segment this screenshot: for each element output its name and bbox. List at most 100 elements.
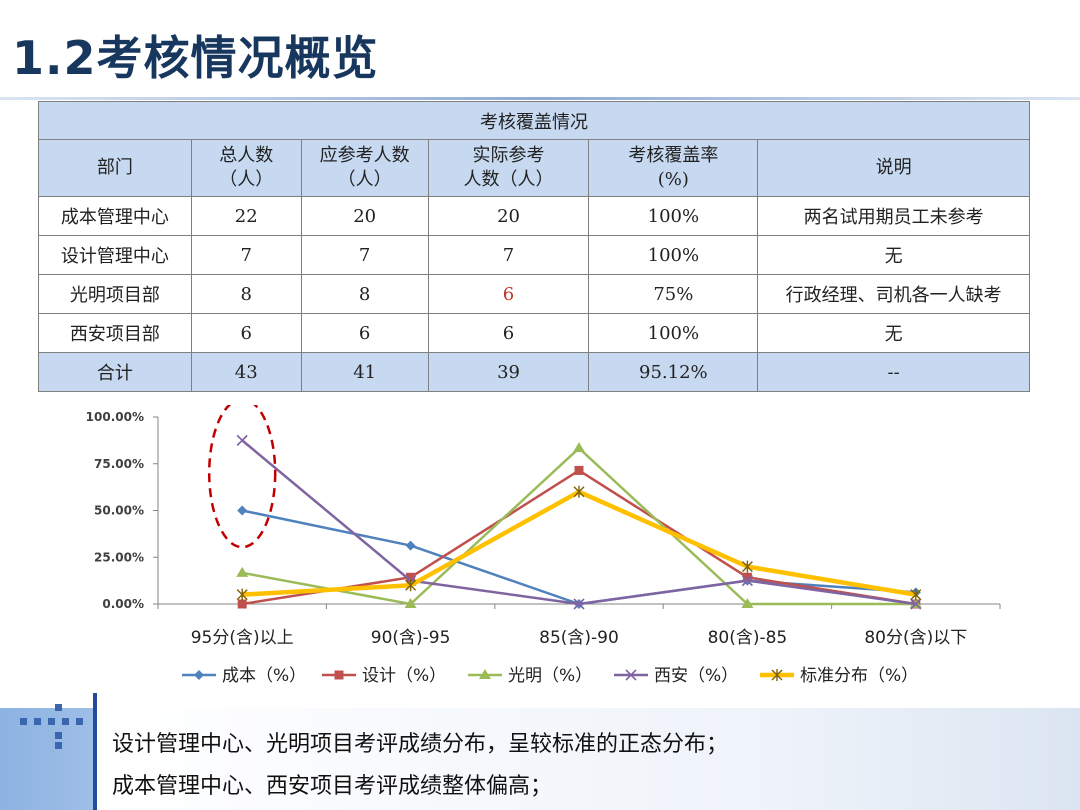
table-row: 西安项目部 6 6 6 100% 无 — [38, 313, 1030, 353]
table-header-cell: 实际参考人数（人） — [427, 139, 590, 197]
table-cell: 100% — [588, 235, 759, 275]
data-point — [404, 598, 417, 608]
data-point — [479, 669, 491, 679]
x-tick-label: 80分(含)以下 — [864, 628, 967, 648]
table-total-cell: 39 — [427, 352, 590, 392]
title-bar: 1.2考核情况概览 — [0, 0, 1080, 100]
table-cell: 无 — [757, 313, 1030, 353]
table-cell: 100% — [588, 313, 759, 353]
table-total-row: 合计 43 41 39 95.12% -- — [38, 352, 1030, 392]
data-point — [237, 505, 248, 516]
table-total-cell: 95.12% — [588, 352, 759, 392]
header-text: 考核覆盖率 — [628, 145, 719, 166]
header-text: 实际参考 — [472, 145, 545, 166]
table-row: 成本管理中心 22 20 20 100% 两名试用期员工未参考 — [38, 196, 1030, 236]
table-header-cell: 说明 — [757, 139, 1030, 197]
table-header-row: 部门 总人数 （人） 应参考人数 （人） 实际参考人数（人） 考核覆盖率 (%) 说明 — [38, 139, 1030, 197]
header-text: 总人数 — [219, 145, 274, 166]
table-cell: 无 — [757, 235, 1030, 275]
data-point — [741, 560, 753, 573]
data-point — [236, 434, 248, 446]
table-row: 光明项目部 8 8 6 75% 行政经理、司机各一人缺考 — [38, 274, 1030, 314]
table-cell: 光明项目部 — [38, 274, 192, 314]
coverage-table: 考核覆盖情况 部门 总人数 （人） 应参考人数 （人） 实际参考人数（人） 考核覆盖率 (%)… — [38, 101, 1030, 392]
table-cell: 成本管理中心 — [38, 196, 192, 236]
x-tick-label: 95分(含)以上 — [191, 628, 294, 648]
table-total-cell: 43 — [190, 352, 302, 392]
table-cell: 7 — [190, 235, 302, 275]
data-point — [910, 598, 922, 610]
y-tick-label: 75.00% — [94, 457, 144, 471]
table-cell: 20 — [300, 196, 429, 236]
header-text: 部门 — [96, 157, 133, 178]
data-point — [237, 599, 247, 609]
data-point — [194, 670, 204, 680]
table-cell: 6 — [427, 274, 590, 314]
page-title: 1.2考核情况概览 — [12, 31, 379, 85]
table-caption: 考核覆盖情况 — [38, 101, 1030, 140]
table-total-cell: 41 — [300, 352, 429, 392]
y-tick-label: 50.00% — [94, 504, 144, 518]
table-cell: 8 — [300, 274, 429, 314]
footer-text-line-2: 成本管理中心、西安项目考评成绩整体偏高； — [112, 774, 553, 799]
legend-label: 设计（%） — [362, 666, 446, 686]
footer-accent-bar — [93, 693, 97, 810]
table-cell: 6 — [427, 313, 590, 353]
table-cell: 西安项目部 — [38, 313, 192, 353]
table-cell: 6 — [190, 313, 302, 353]
table-header-cell: 部门 — [38, 139, 192, 197]
header-text: （人） — [337, 169, 392, 190]
highlight-ellipse — [207, 405, 277, 549]
data-point — [742, 572, 752, 582]
table-row: 设计管理中心 7 7 7 100% 无 — [38, 235, 1030, 275]
score-distribution-chart: 0.00% 25.00% 50.00% 75.00% 100.00% 95分(含)以上 90… — [86, 405, 1001, 686]
data-point — [236, 566, 249, 577]
data-point — [236, 588, 248, 601]
table-total-cell: -- — [757, 352, 1030, 392]
data-point — [625, 669, 637, 681]
data-point — [573, 485, 585, 498]
header-text: (%) — [657, 169, 689, 190]
y-tick-label: 100.00% — [86, 410, 144, 424]
data-point — [334, 670, 344, 680]
table-cell: 行政经理、司机各一人缺考 — [757, 274, 1030, 314]
table-header-cell: 应参考人数 （人） — [300, 139, 429, 197]
data-point — [573, 598, 585, 610]
data-point — [741, 575, 753, 587]
x-tick-label: 80(含)-85 — [708, 628, 788, 648]
table-cell: 75% — [588, 274, 759, 314]
table-cell: 100% — [588, 196, 759, 236]
legend-label: 标准分布（%） — [800, 666, 918, 686]
title-underline — [0, 97, 1080, 100]
table-cell: 7 — [300, 235, 429, 275]
data-point — [405, 540, 416, 551]
data-point — [574, 465, 584, 475]
legend-label: 光明（%） — [508, 666, 592, 686]
table-cell: 6 — [300, 313, 429, 353]
data-point — [406, 572, 416, 582]
table-cell: 22 — [190, 196, 302, 236]
x-tick-label: 90(含)-95 — [371, 628, 451, 648]
y-tick-label: 0.00% — [102, 597, 144, 611]
table-header-cell: 考核覆盖率 (%) — [588, 139, 759, 197]
footer-panel — [96, 708, 1080, 810]
data-point — [405, 579, 417, 592]
legend-label: 西安（%） — [654, 666, 738, 686]
table-cell: 20 — [427, 196, 590, 236]
header-text: 人数（人） — [463, 169, 554, 190]
header-text: 应参考人数 — [319, 145, 410, 166]
series-line — [242, 489, 917, 597]
header-text: 说明 — [875, 157, 912, 178]
x-tick-label: 85(含)-90 — [539, 628, 619, 648]
table-total-cell: 合计 — [38, 352, 192, 392]
y-tick-label: 25.00% — [94, 550, 144, 564]
legend-label: 成本（%） — [222, 666, 306, 686]
footer-text-line-1: 设计管理中心、光明项目考评成绩分布，呈较标准的正态分布； — [112, 732, 729, 757]
table-cell: 7 — [427, 235, 590, 275]
data-point — [741, 598, 754, 608]
header-text: （人） — [219, 169, 274, 190]
table-header-cell: 总人数 （人） — [190, 139, 302, 197]
data-point — [573, 442, 585, 453]
table-cell: 设计管理中心 — [38, 235, 192, 275]
table-cell: 两名试用期员工未参考 — [757, 196, 1030, 236]
